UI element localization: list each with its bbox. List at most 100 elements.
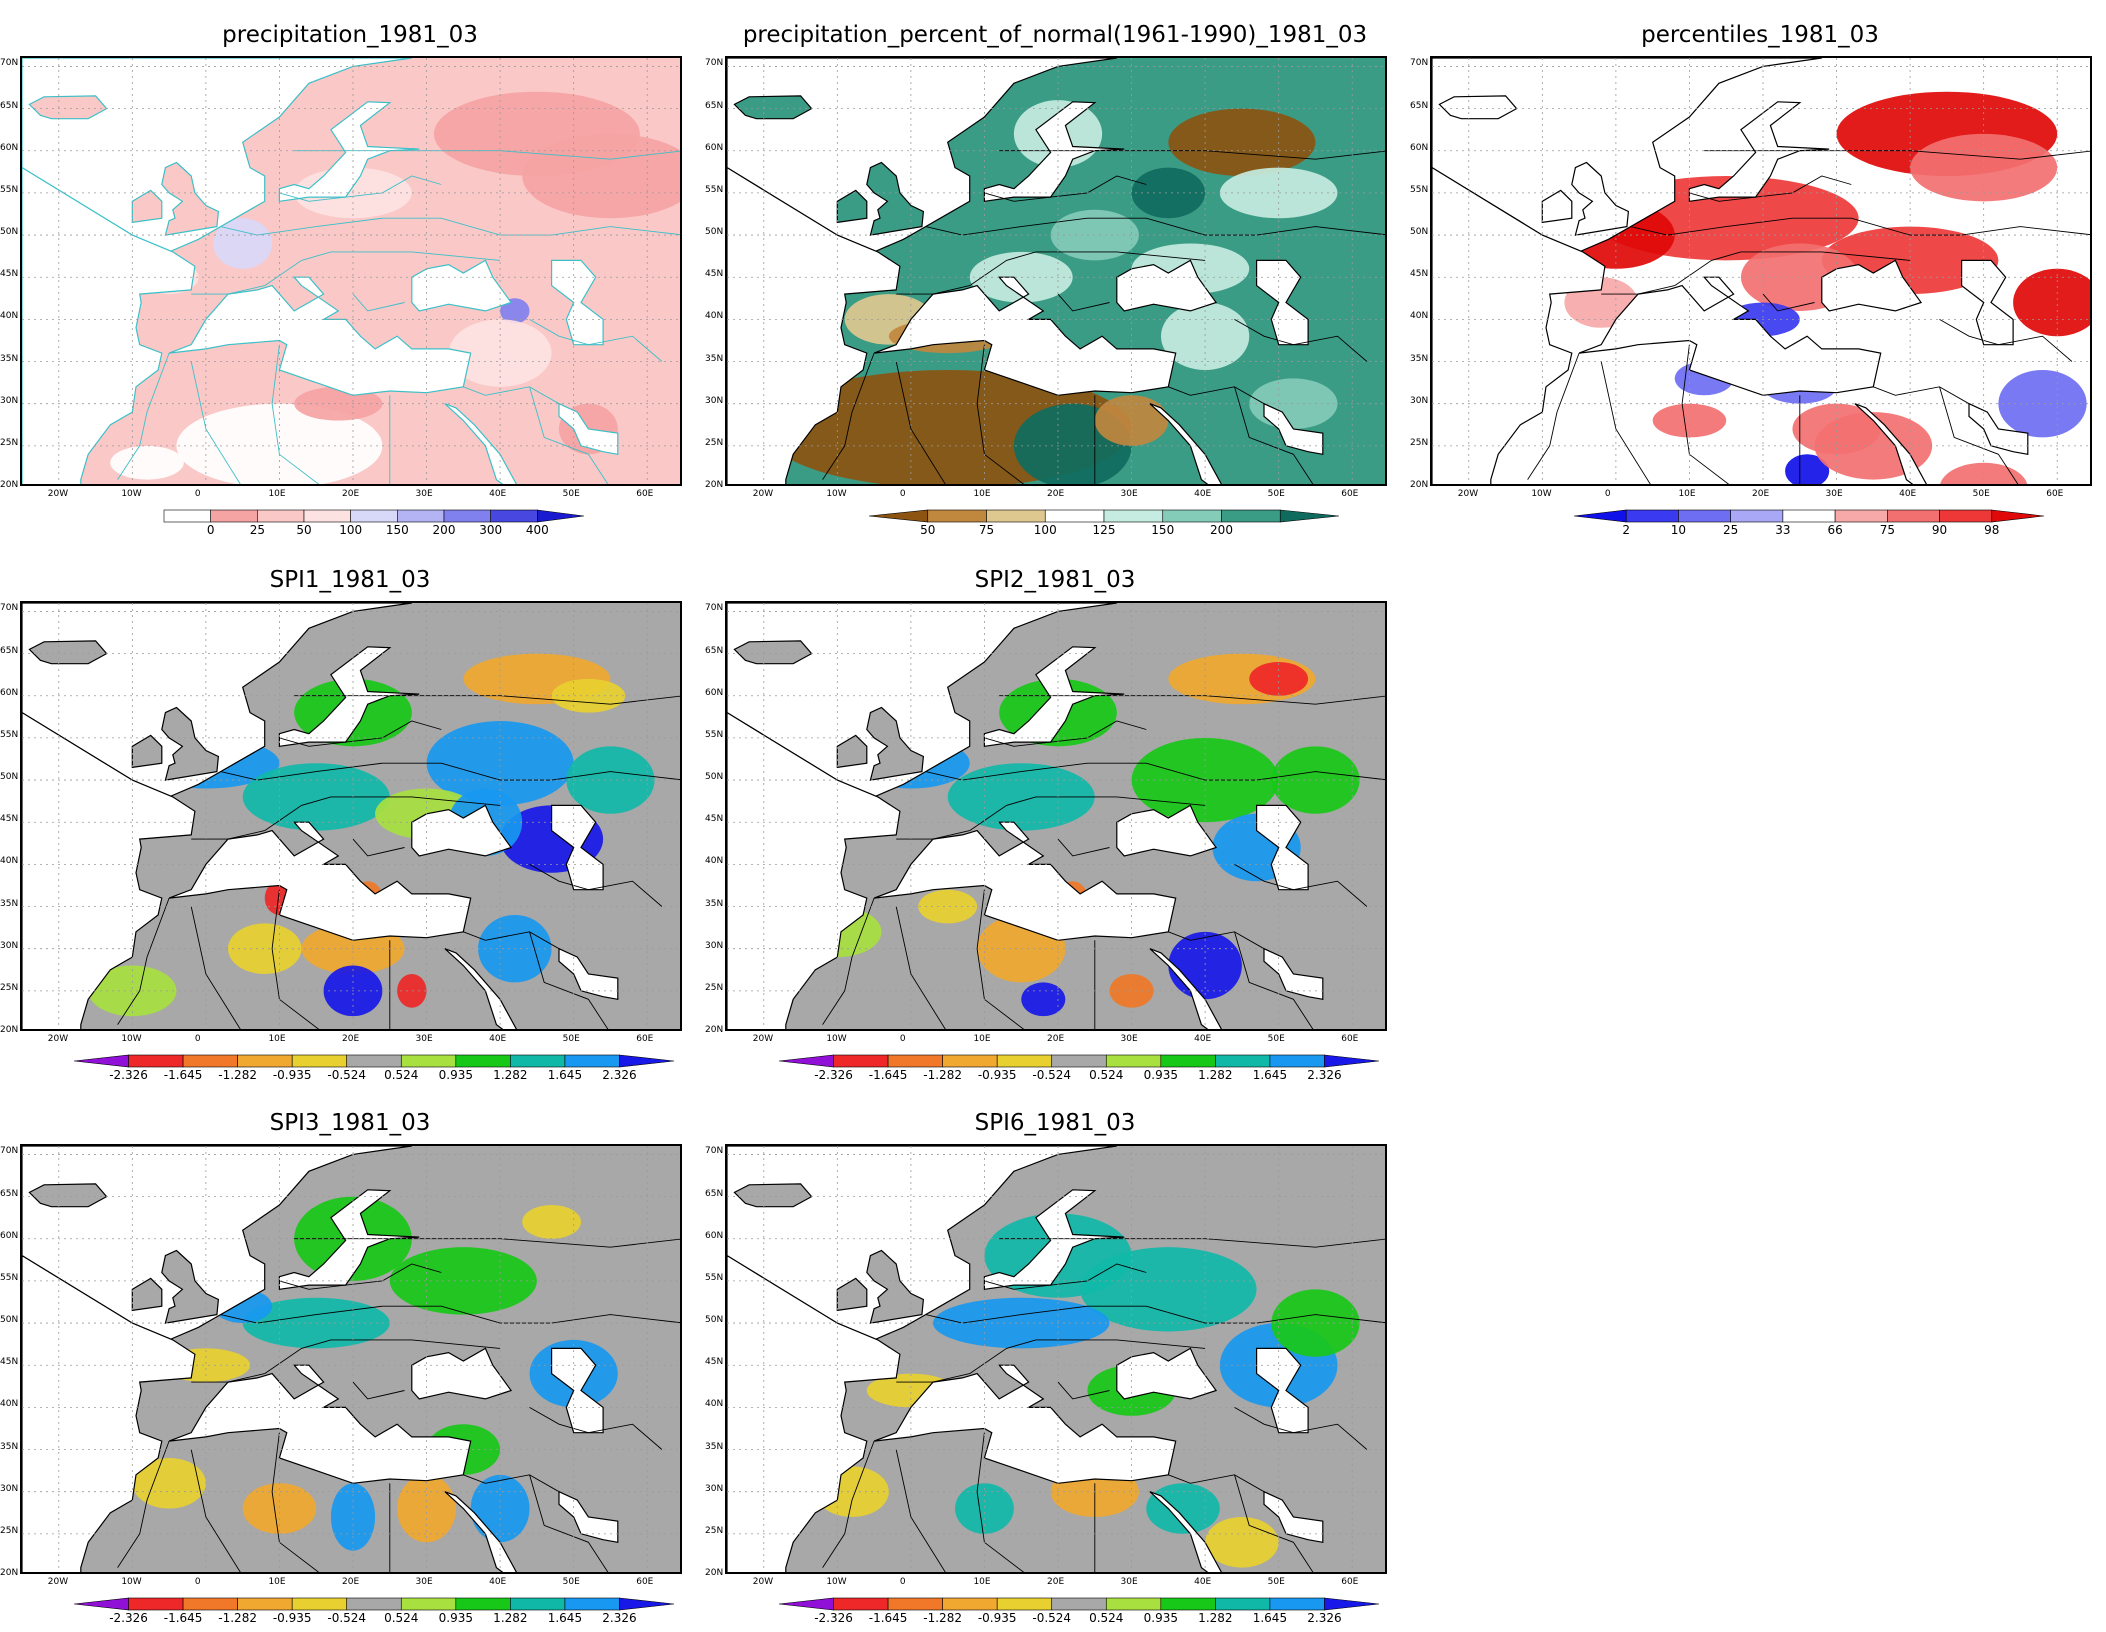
country-border [999,695,1385,705]
colorbar-swatch [400,1597,457,1611]
colorbar-tick-label: -1.645 [163,1611,203,1625]
country-border [117,352,170,480]
lon-tick-label: 10E [268,1577,286,1587]
colorbar-swatch [291,1054,348,1068]
panel-spi2: SPI2_1981_03 70N 65N 60N 55N 50N 45N 40N 35N 30N 2… [705,565,1405,1085]
country-border [190,1449,241,1572]
lon-tick-label: 20W [752,1034,774,1044]
country-border [191,830,265,840]
lat-tick-label: 40N [705,1399,724,1410]
sea-black [411,804,513,857]
field-anomaly-region [426,721,574,806]
field-anomaly-region [522,1205,582,1239]
country-border [117,897,170,1025]
colorbar-arrow-low [868,509,929,523]
lat-tick-label: 35N [0,1441,19,1452]
sea-baltic [1688,101,1830,202]
lon-tick-label: 0 [194,489,201,499]
lat-tick-label: 70N [0,1146,19,1157]
lat-tick-label: 60N [705,1230,724,1241]
colorbar-tick-label: -1.282 [218,1611,257,1625]
sea-black [1116,259,1218,312]
country-border [1168,931,1265,950]
lat-tick-label: 25N [0,437,19,448]
map-plot [20,1144,682,1574]
landmass-gb [161,1249,220,1324]
country-border [976,1432,1025,1572]
country-border [999,150,1385,160]
field-anomaly-region [397,1474,456,1543]
field-anomaly-region [1785,454,1830,484]
field-anomaly-region [500,298,530,324]
colorbar-tick-label: 0.524 [1089,1611,1124,1625]
sea-black [1116,1347,1218,1400]
lon-tick-label: 60E [636,1577,654,1587]
field-anomaly-region [1080,1247,1257,1332]
lat-tick-label: 25N [705,1525,724,1536]
country-border [1234,1474,1314,1572]
landmass-iceland [28,640,108,665]
country-border [1057,838,1110,857]
lon-tick-label: 60E [636,489,654,499]
country-border [1762,293,1815,312]
lon-tick-label: 30E [1825,489,1843,499]
colorbar-swatch [1625,509,1679,523]
country-border [529,386,609,484]
lat-tick-label: 35N [0,353,19,364]
lon-tick-label: 30E [1120,1577,1138,1587]
colorbar-tick-label: 0 [206,523,215,537]
sea-black [411,259,513,312]
colorbar-swatch [927,509,987,523]
colorbar-swatch [1215,1054,1271,1068]
lon-tick-label: 10E [268,489,286,499]
colorbar-tick-label: 66 [1827,523,1843,537]
sea-red [1149,403,1222,484]
country-border [463,1474,560,1493]
lon-tick-label: 20E [342,1577,360,1587]
sea-atlantic [727,166,901,484]
lon-tick-label: 40E [489,1034,507,1044]
lat-tick-label: 45N [0,1357,19,1368]
sea-baltic [983,101,1125,202]
colorbar-swatch [986,509,1046,523]
colorbar-swatch [564,1597,620,1611]
colorbar-tick-label: -0.935 [272,1068,312,1082]
lat-tick-label: 50N [705,227,724,238]
colorbar-tick-label: 0.524 [1089,1068,1124,1082]
sea-gulf [558,1490,619,1544]
lat-tick-label: 30N [0,395,19,406]
field-anomaly-region [955,1483,1014,1534]
lat-tick-label: 60N [0,687,19,698]
country-border [1601,285,1675,295]
landmass-ie [131,734,163,769]
lat-tick-label: 55N [0,729,19,740]
lat-tick-label: 50N [1410,227,1429,238]
field-anomaly-region [1249,662,1309,696]
country-border [220,1305,680,1324]
panel-precipitation: precipitation_1981_03 70N 65N 60N 55N 50N 45N 4… [0,20,700,540]
field-anomaly-region [132,1457,206,1509]
lon-tick-label: 10E [973,489,991,499]
country-border [1873,386,1970,405]
landmass-gb [866,161,925,236]
lat-tick-label: 20N [0,1025,19,1035]
country-border [271,889,320,1029]
colorbar-tick-label: 300 [479,523,503,537]
colorbar-swatch [128,1597,184,1611]
colorbar-swatch [291,1597,348,1611]
lon-tick-label: 20E [1047,1577,1065,1587]
colorbar-swatch [1160,1597,1216,1611]
country-border [1630,217,2090,236]
colorbar-tick-label: 75 [978,523,995,537]
lat-tick-label: 30N [705,1483,724,1494]
landmass-ie [1541,189,1573,224]
lat-tick-label: 55N [705,184,724,195]
colorbar-swatch [455,1054,511,1068]
country-border [1939,319,2073,362]
country-border [463,931,560,950]
colorbar-swatch [1215,1597,1271,1611]
colorbar-tick-label: -0.524 [1032,1611,1072,1625]
field-anomaly-region [213,218,273,269]
colorbar-swatch [1051,1054,1107,1068]
colorbar-swatch [942,1597,998,1611]
